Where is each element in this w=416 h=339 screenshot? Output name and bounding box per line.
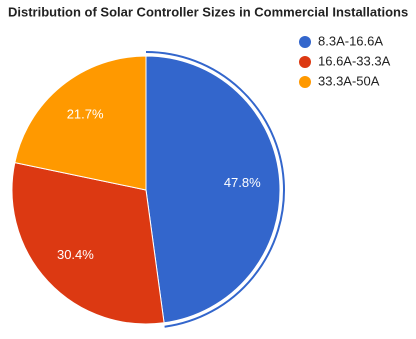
chart-title: Distribution of Solar Controller Sizes i… bbox=[8, 4, 408, 19]
legend-marker bbox=[299, 56, 311, 68]
pie-slice bbox=[145, 55, 281, 324]
slice-label: 21.7% bbox=[67, 107, 104, 122]
pie-slice bbox=[14, 55, 147, 191]
selection-ring bbox=[145, 51, 285, 328]
legend-label: 8.3A-16.6A bbox=[318, 33, 383, 48]
pie-slice bbox=[11, 162, 165, 325]
legend-label: 33.3A-50A bbox=[318, 73, 380, 88]
slice-label: 30.4% bbox=[57, 247, 94, 262]
legend-marker bbox=[299, 36, 311, 48]
legend-marker bbox=[299, 76, 311, 88]
slice-label: 47.8% bbox=[224, 175, 261, 190]
legend-label: 16.6A-33.3A bbox=[318, 53, 391, 68]
